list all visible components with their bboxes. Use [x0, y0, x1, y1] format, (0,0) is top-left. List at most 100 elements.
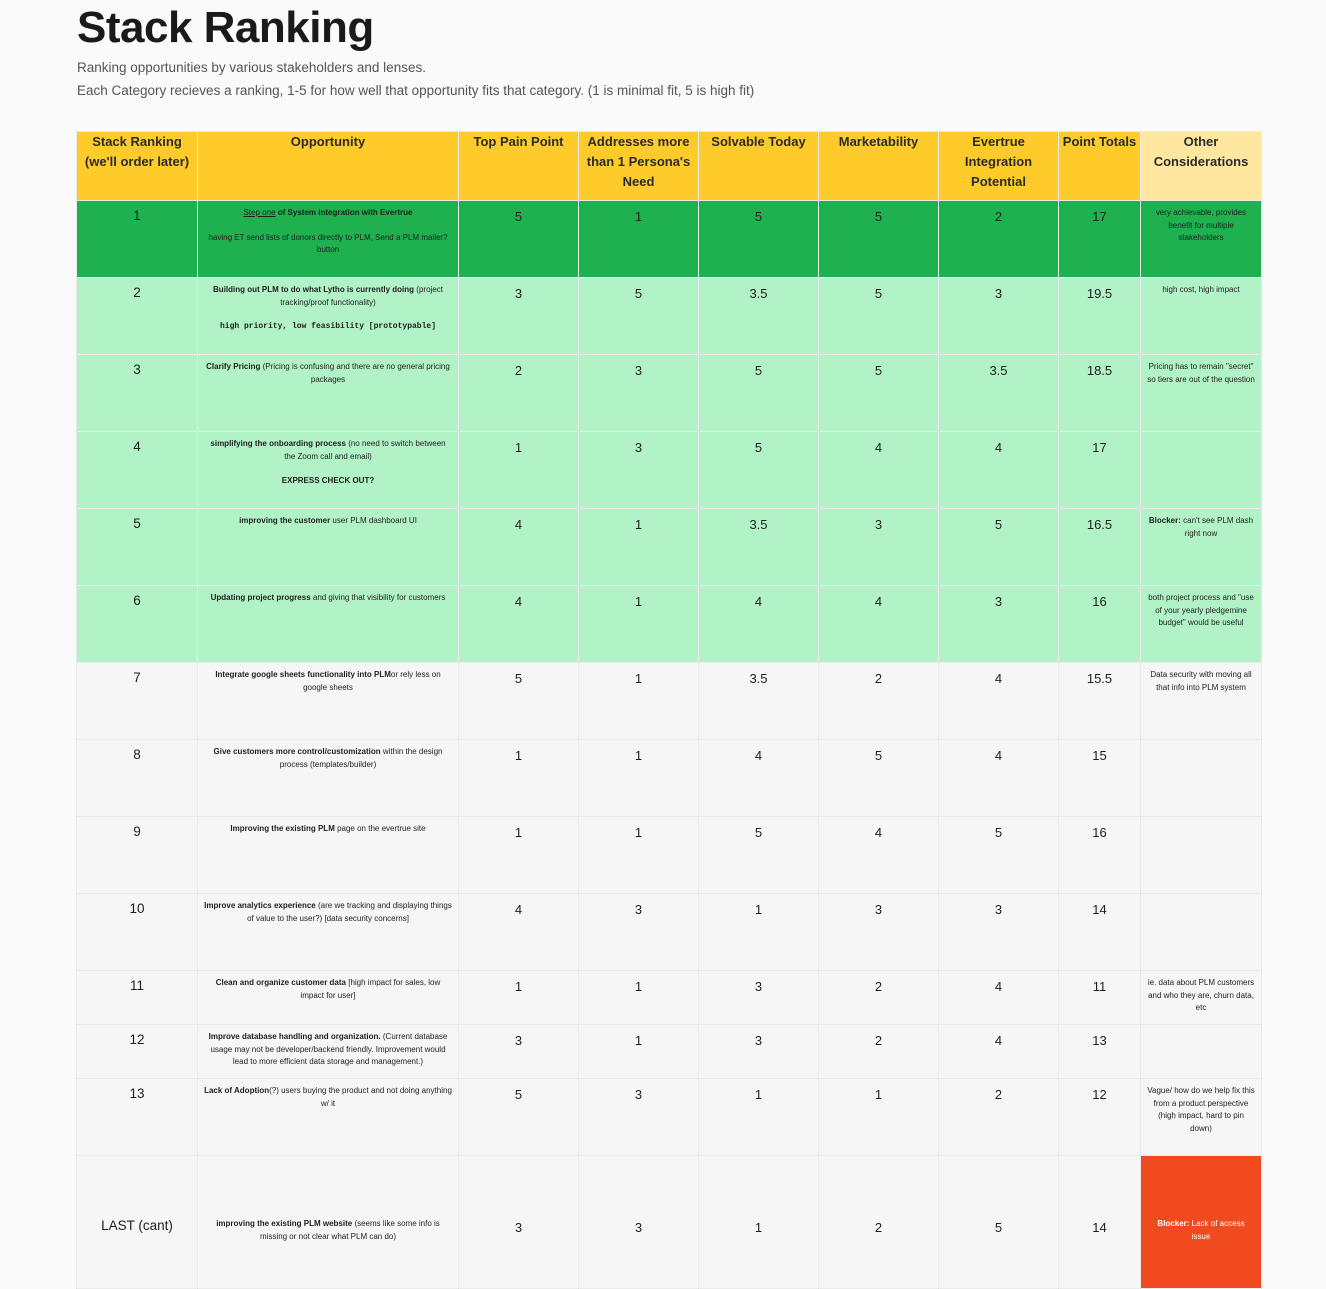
- persona-need-cell[interactable]: 3: [578, 893, 699, 971]
- point-totals-cell[interactable]: 18.5: [1058, 354, 1141, 432]
- opportunity-cell[interactable]: Integrate google sheets functionality in…: [197, 662, 459, 740]
- marketability-cell[interactable]: 4: [818, 431, 939, 509]
- header-rank[interactable]: Stack Ranking (we'll order later): [76, 131, 198, 201]
- opportunity-cell[interactable]: improving the customer user PLM dashboar…: [197, 508, 459, 586]
- header-marketability[interactable]: Marketability: [818, 131, 939, 201]
- point-totals-cell[interactable]: 19.5: [1058, 277, 1141, 355]
- top-pain-point-cell[interactable]: 3: [458, 1024, 579, 1079]
- rank-cell[interactable]: 8: [76, 739, 198, 817]
- evertrue-integration-cell[interactable]: 5: [938, 1155, 1059, 1289]
- other-considerations-cell[interactable]: [1140, 739, 1262, 817]
- point-totals-cell[interactable]: 16.5: [1058, 508, 1141, 586]
- top-pain-point-cell[interactable]: 1: [458, 816, 579, 894]
- evertrue-integration-cell[interactable]: 4: [938, 431, 1059, 509]
- persona-need-cell[interactable]: 1: [578, 1024, 699, 1079]
- top-pain-point-cell[interactable]: 1: [458, 970, 579, 1025]
- persona-need-cell[interactable]: 1: [578, 739, 699, 817]
- other-considerations-cell[interactable]: Data security with moving all that info …: [1140, 662, 1262, 740]
- other-considerations-cell[interactable]: Vague/ how do we help fix this from a pr…: [1140, 1078, 1262, 1156]
- opportunity-cell[interactable]: Updating project progress and giving tha…: [197, 585, 459, 663]
- evertrue-integration-cell[interactable]: 3.5: [938, 354, 1059, 432]
- other-considerations-cell[interactable]: [1140, 1024, 1262, 1079]
- solvable-today-cell[interactable]: 3: [698, 970, 819, 1025]
- persona-need-cell[interactable]: 1: [578, 585, 699, 663]
- marketability-cell[interactable]: 3: [818, 508, 939, 586]
- persona-need-cell[interactable]: 3: [578, 431, 699, 509]
- persona-need-cell[interactable]: 5: [578, 277, 699, 355]
- top-pain-point-cell[interactable]: 5: [458, 662, 579, 740]
- solvable-today-cell[interactable]: 5: [698, 354, 819, 432]
- header-opportunity[interactable]: Opportunity: [197, 131, 459, 201]
- point-totals-cell[interactable]: 14: [1058, 1155, 1141, 1289]
- evertrue-integration-cell[interactable]: 5: [938, 816, 1059, 894]
- top-pain-point-cell[interactable]: 1: [458, 431, 579, 509]
- point-totals-cell[interactable]: 13: [1058, 1024, 1141, 1079]
- persona-need-cell[interactable]: 1: [578, 508, 699, 586]
- other-considerations-cell[interactable]: Pricing has to remain "secret" so tiers …: [1140, 354, 1262, 432]
- rank-cell[interactable]: 4: [76, 431, 198, 509]
- evertrue-integration-cell[interactable]: 3: [938, 893, 1059, 971]
- persona-need-cell[interactable]: 3: [578, 1155, 699, 1289]
- persona-need-cell[interactable]: 1: [578, 816, 699, 894]
- top-pain-point-cell[interactable]: 5: [458, 1078, 579, 1156]
- marketability-cell[interactable]: 2: [818, 970, 939, 1025]
- opportunity-cell[interactable]: Lack of Adoption(?) users buying the pro…: [197, 1078, 459, 1156]
- opportunity-cell[interactable]: Improve analytics experience (are we tra…: [197, 893, 459, 971]
- solvable-today-cell[interactable]: 3.5: [698, 662, 819, 740]
- marketability-cell[interactable]: 4: [818, 585, 939, 663]
- opportunity-cell[interactable]: Improving the existing PLM page on the e…: [197, 816, 459, 894]
- marketability-cell[interactable]: 5: [818, 200, 939, 278]
- opportunity-cell[interactable]: Improve database handling and organizati…: [197, 1024, 459, 1079]
- opportunity-cell[interactable]: Clean and organize customer data [high i…: [197, 970, 459, 1025]
- other-considerations-cell[interactable]: very achievable, provides benefit for mu…: [1140, 200, 1262, 278]
- top-pain-point-cell[interactable]: 5: [458, 200, 579, 278]
- point-totals-cell[interactable]: 16: [1058, 585, 1141, 663]
- solvable-today-cell[interactable]: 5: [698, 816, 819, 894]
- evertrue-integration-cell[interactable]: 4: [938, 739, 1059, 817]
- point-totals-cell[interactable]: 12: [1058, 1078, 1141, 1156]
- point-totals-cell[interactable]: 16: [1058, 816, 1141, 894]
- marketability-cell[interactable]: 2: [818, 1024, 939, 1079]
- other-considerations-cell[interactable]: Blocker: can't see PLM dash right now: [1140, 508, 1262, 586]
- point-totals-cell[interactable]: 14: [1058, 893, 1141, 971]
- opportunity-cell[interactable]: Building out PLM to do what Lytho is cur…: [197, 277, 459, 355]
- header-point-totals[interactable]: Point Totals: [1058, 131, 1141, 201]
- persona-need-cell[interactable]: 1: [578, 662, 699, 740]
- solvable-today-cell[interactable]: 4: [698, 739, 819, 817]
- top-pain-point-cell[interactable]: 4: [458, 585, 579, 663]
- solvable-today-cell[interactable]: 5: [698, 200, 819, 278]
- point-totals-cell[interactable]: 11: [1058, 970, 1141, 1025]
- rank-cell[interactable]: 1: [76, 200, 198, 278]
- marketability-cell[interactable]: 2: [818, 1155, 939, 1289]
- other-considerations-cell[interactable]: [1140, 431, 1262, 509]
- evertrue-integration-cell[interactable]: 4: [938, 1024, 1059, 1079]
- marketability-cell[interactable]: 2: [818, 662, 939, 740]
- top-pain-point-cell[interactable]: 4: [458, 893, 579, 971]
- top-pain-point-cell[interactable]: 2: [458, 354, 579, 432]
- rank-cell[interactable]: 3: [76, 354, 198, 432]
- other-considerations-cell[interactable]: [1140, 893, 1262, 971]
- header-persona-need[interactable]: Addresses more than 1 Persona's Need: [578, 131, 699, 201]
- other-considerations-cell[interactable]: both project process and "use of your ye…: [1140, 585, 1262, 663]
- evertrue-integration-cell[interactable]: 4: [938, 970, 1059, 1025]
- top-pain-point-cell[interactable]: 3: [458, 1155, 579, 1289]
- other-considerations-cell[interactable]: [1140, 816, 1262, 894]
- solvable-today-cell[interactable]: 3.5: [698, 508, 819, 586]
- solvable-today-cell[interactable]: 3.5: [698, 277, 819, 355]
- header-evertrue-integration[interactable]: Evertrue Integration Potential: [938, 131, 1059, 201]
- marketability-cell[interactable]: 3: [818, 893, 939, 971]
- evertrue-integration-cell[interactable]: 4: [938, 662, 1059, 740]
- top-pain-point-cell[interactable]: 4: [458, 508, 579, 586]
- header-other-considerations[interactable]: Other Considerations: [1140, 131, 1262, 201]
- marketability-cell[interactable]: 5: [818, 739, 939, 817]
- rank-cell[interactable]: 10: [76, 893, 198, 971]
- persona-need-cell[interactable]: 1: [578, 970, 699, 1025]
- evertrue-integration-cell[interactable]: 3: [938, 277, 1059, 355]
- top-pain-point-cell[interactable]: 3: [458, 277, 579, 355]
- rank-cell[interactable]: 11: [76, 970, 198, 1025]
- other-considerations-cell[interactable]: high cost, high impact: [1140, 277, 1262, 355]
- opportunity-cell[interactable]: Give customers more control/customizatio…: [197, 739, 459, 817]
- evertrue-integration-cell[interactable]: 3: [938, 585, 1059, 663]
- other-considerations-cell[interactable]: ie. data about PLM customers and who the…: [1140, 970, 1262, 1025]
- point-totals-cell[interactable]: 17: [1058, 200, 1141, 278]
